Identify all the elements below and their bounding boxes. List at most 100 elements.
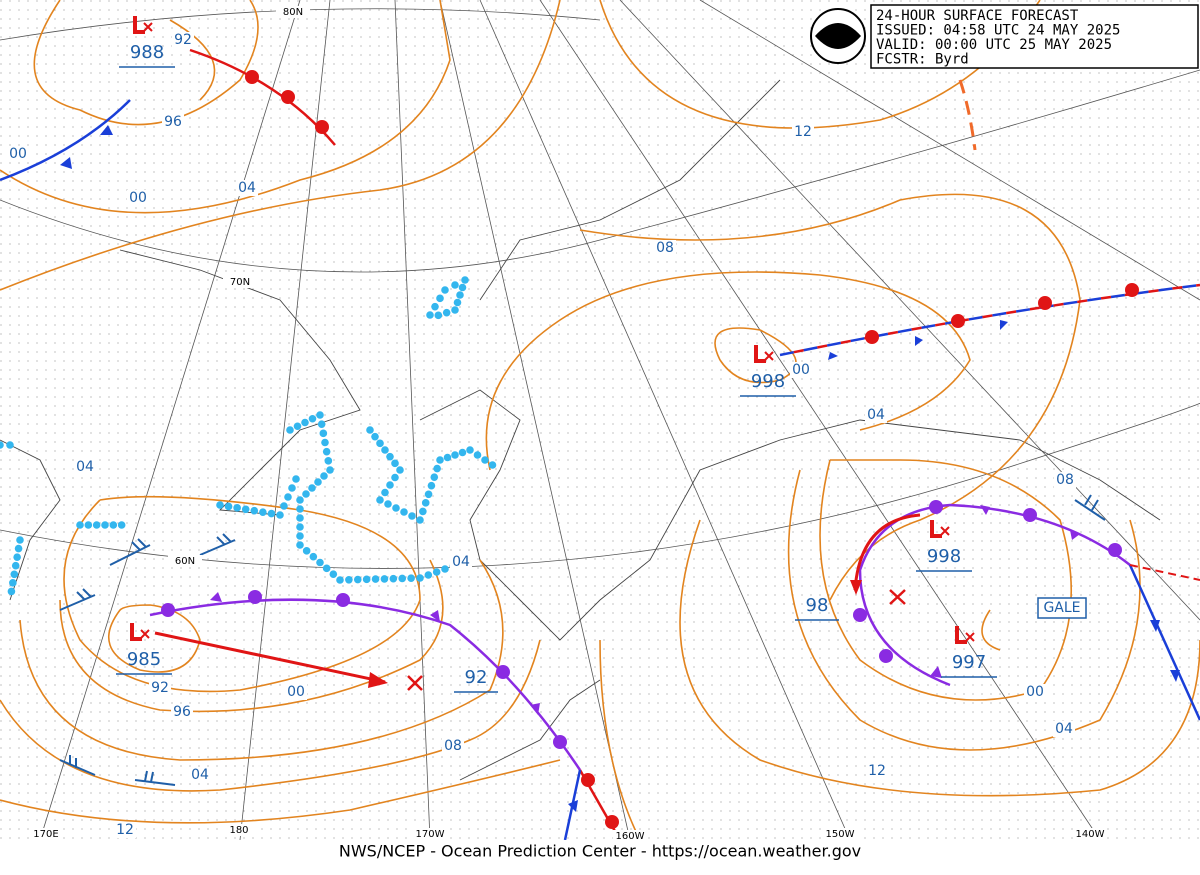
isobar-label: 08 (1056, 472, 1074, 488)
grid-label-bg (222, 824, 256, 836)
isobar-label-bg (236, 180, 258, 196)
isobar-label-bg (442, 738, 464, 754)
ice-dot (451, 281, 459, 289)
isobar-label: 12 (868, 763, 886, 779)
grid-label: 170W (416, 829, 445, 840)
fronts (0, 48, 1200, 841)
ice-dot (396, 466, 404, 474)
ice-dot (301, 418, 309, 427)
ice-dot (6, 441, 14, 449)
header-line: FCSTR: Byrd (876, 52, 969, 68)
ice-dot (458, 448, 467, 457)
grid-label-bg (613, 830, 647, 842)
ice-dot (296, 523, 304, 531)
isobar-label: 04 (191, 767, 209, 783)
ice-dot (296, 496, 304, 504)
ice-dot (389, 574, 398, 583)
low-pressure: 988 (130, 42, 164, 63)
ice-dot (224, 502, 233, 511)
ice-dot (329, 570, 338, 578)
ice-dot (92, 521, 101, 529)
ice-dot (407, 574, 415, 583)
isobar-label: 96 (173, 704, 191, 720)
ice-dot (432, 568, 441, 576)
ice-dot (10, 570, 19, 579)
ice-dot (392, 504, 400, 512)
isobar-label: 08 (656, 240, 674, 256)
ice-dot (316, 411, 324, 419)
ice-dot (427, 481, 436, 490)
ice-dot (280, 502, 288, 510)
ice-dot (317, 420, 326, 428)
ice-dot (384, 500, 392, 508)
isobar-label: 00 (287, 684, 305, 700)
ice-dot (443, 453, 452, 462)
grid-label: 170E (33, 829, 58, 840)
ice-dot (451, 451, 459, 459)
low-pressure: 998 (927, 546, 961, 567)
isobar-label: 12 (794, 124, 812, 140)
ice-dot (76, 521, 84, 529)
ice-dot (322, 564, 331, 573)
ice-dot (316, 558, 324, 567)
ice-dot (426, 311, 434, 319)
header-line: VALID: 00:00 UTC 25 MAY 2025 (876, 37, 1112, 53)
low-x (764, 351, 774, 361)
ice-dot (376, 496, 384, 504)
ice-dot (408, 512, 416, 520)
ice-dot (381, 488, 389, 497)
ice-dot (296, 514, 304, 522)
isobar-label: 92 (174, 32, 192, 48)
ice-dot (371, 432, 379, 441)
ice-dot (466, 446, 474, 454)
ice-dot (488, 461, 497, 469)
ice-dot (314, 478, 322, 486)
grid-label-bg (413, 828, 447, 840)
ice-dot (381, 446, 389, 454)
grid-label: 60N (175, 556, 195, 567)
ice-dot (292, 475, 300, 483)
grid-label: 160W (616, 831, 645, 842)
low-x (143, 22, 153, 32)
header-line: ISSUED: 04:58 UTC 24 MAY 2025 (876, 23, 1120, 39)
isobar-label: 04 (238, 180, 256, 196)
ice-dot (7, 587, 16, 596)
isobar-label: 04 (1055, 721, 1073, 737)
isobar-label-bg (127, 190, 149, 206)
grid-label-bg (168, 555, 202, 567)
ice-dot (345, 575, 353, 584)
isobar-label-bg (866, 763, 888, 779)
isobar-label: 00 (129, 190, 147, 206)
isobar-label: 04 (867, 407, 885, 423)
isobar-label: 96 (164, 114, 182, 130)
ice-dot (288, 484, 296, 492)
ice-dot (451, 306, 459, 314)
low-symbol (133, 16, 145, 34)
ice-dot (11, 561, 20, 570)
ice-dot (386, 452, 394, 461)
ice-dot (336, 576, 344, 584)
ice-dot (453, 298, 462, 307)
isobar-label: 08 (444, 738, 462, 754)
footer: NWS/NCEP - Ocean Prediction Center - htt… (339, 842, 861, 861)
grid-label: 180 (229, 825, 248, 836)
ice-dot (398, 574, 407, 583)
low-pressure: 998 (751, 371, 785, 392)
ice-dot (241, 505, 250, 514)
ice-dot (353, 575, 362, 584)
ice-dot (0, 441, 4, 449)
low-pressure: 985 (127, 649, 161, 670)
header-box (870, 4, 1199, 69)
ice-dot (250, 506, 259, 515)
isobar-label-bg (114, 822, 136, 838)
isobar-label-bg (149, 680, 171, 696)
isobar-label-bg (790, 362, 812, 378)
logo-text: NOAA (826, 15, 850, 24)
ice-dot (441, 565, 449, 573)
ice-dot (309, 552, 318, 561)
low-x (940, 526, 950, 536)
ice-dot (433, 464, 441, 473)
ice-dot (216, 501, 224, 509)
isobar-label: 12 (116, 822, 134, 838)
